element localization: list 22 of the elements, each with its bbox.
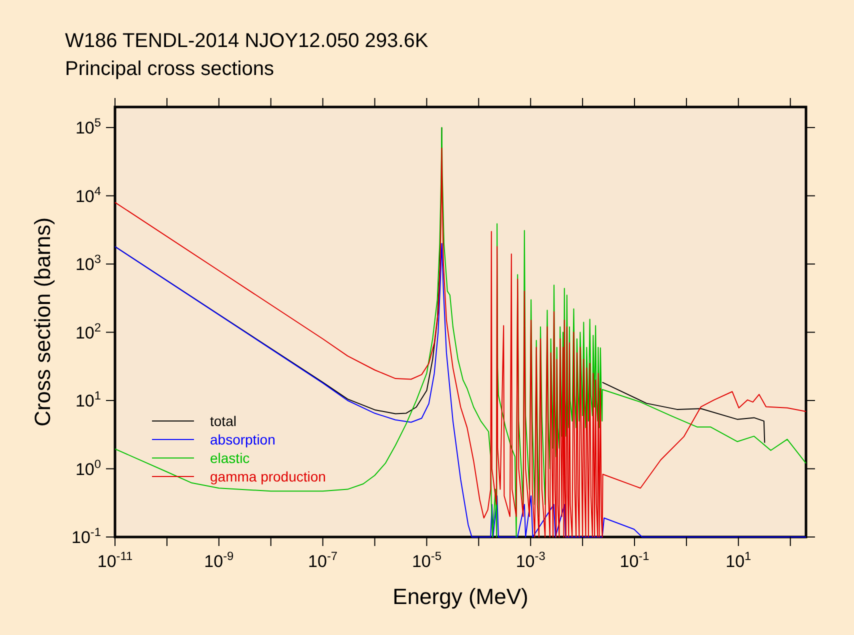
x-tick-label: 10$^{-1}$ bbox=[620, 549, 650, 571]
legend-label: absorption bbox=[210, 432, 276, 448]
y-tick-label: 10$^{3}$ bbox=[75, 252, 102, 274]
y-tick-label: 10$^{4}$ bbox=[75, 184, 102, 206]
x-tick-label: 10$^{1}$ bbox=[726, 549, 752, 571]
y-tick-label: 10$^{1}$ bbox=[75, 388, 102, 411]
x-tick-label: 10$^{-9}$ bbox=[204, 549, 234, 571]
y-tick-label: 10$^{0}$ bbox=[75, 456, 102, 479]
x-axis-title: Energy (MeV) bbox=[392, 584, 528, 609]
y-tick-label: 10$^{-1}$ bbox=[72, 525, 102, 547]
chart-title: W186 TENDL-2014 NJOY12.050 293.6K bbox=[65, 30, 429, 52]
chart-subtitle: Principal cross sections bbox=[65, 58, 274, 80]
legend-label: total bbox=[210, 413, 236, 429]
y-axis-title: Cross section (barns) bbox=[30, 217, 55, 427]
x-tick-label: 10$^{-11}$ bbox=[97, 549, 133, 571]
y-tick-label: 10$^{2}$ bbox=[75, 320, 102, 342]
x-tick-label: 10$^{-5}$ bbox=[412, 549, 442, 571]
legend-label: gamma production bbox=[210, 468, 326, 484]
y-tick-label: 10$^{5}$ bbox=[75, 116, 102, 138]
legend-label: elastic bbox=[210, 450, 250, 466]
x-tick-label: 10$^{-7}$ bbox=[308, 549, 338, 571]
x-tick-label: 10$^{-3}$ bbox=[516, 549, 546, 571]
